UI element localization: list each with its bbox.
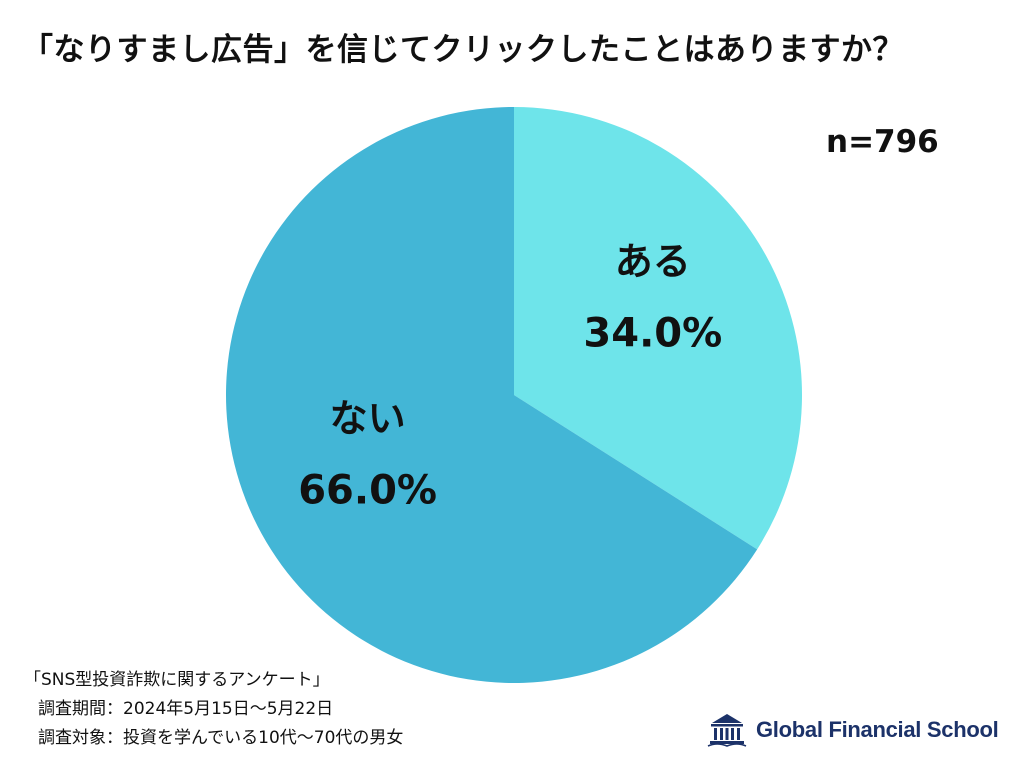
slice-label-1: ない: [330, 396, 406, 440]
pie-slice-0: [514, 107, 802, 550]
slice-label-0: ある: [615, 240, 691, 284]
brand-name: Global Financial School: [756, 717, 999, 742]
chart-title: 「なりすまし広告」を信じてクリックしたことはありますか？: [22, 32, 904, 68]
slice-value-1: 66.0%: [298, 467, 437, 513]
slice-value-0: 34.0%: [583, 311, 722, 357]
survey-name: 「SNS型投資詐欺に関するアンケート」: [24, 670, 330, 690]
survey-info: 「SNS型投資詐欺に関するアンケート」 調査期間：2024年5月15日〜5月22…: [24, 666, 403, 753]
survey-target: 調査対象：投資を学んでいる10代〜70代の男女: [38, 728, 404, 748]
sample-size: n=796: [826, 124, 939, 160]
pie-slices: [225, 107, 802, 683]
building-columns-icon: [707, 714, 747, 747]
pie-labels: ある 34.0% ない 66.0%: [298, 240, 722, 514]
pie-slice-1: [225, 107, 758, 683]
survey-period: 調査期間：2024年5月15日〜5月22日: [38, 699, 334, 719]
brand-logo: Global Financial School: [706, 710, 999, 750]
